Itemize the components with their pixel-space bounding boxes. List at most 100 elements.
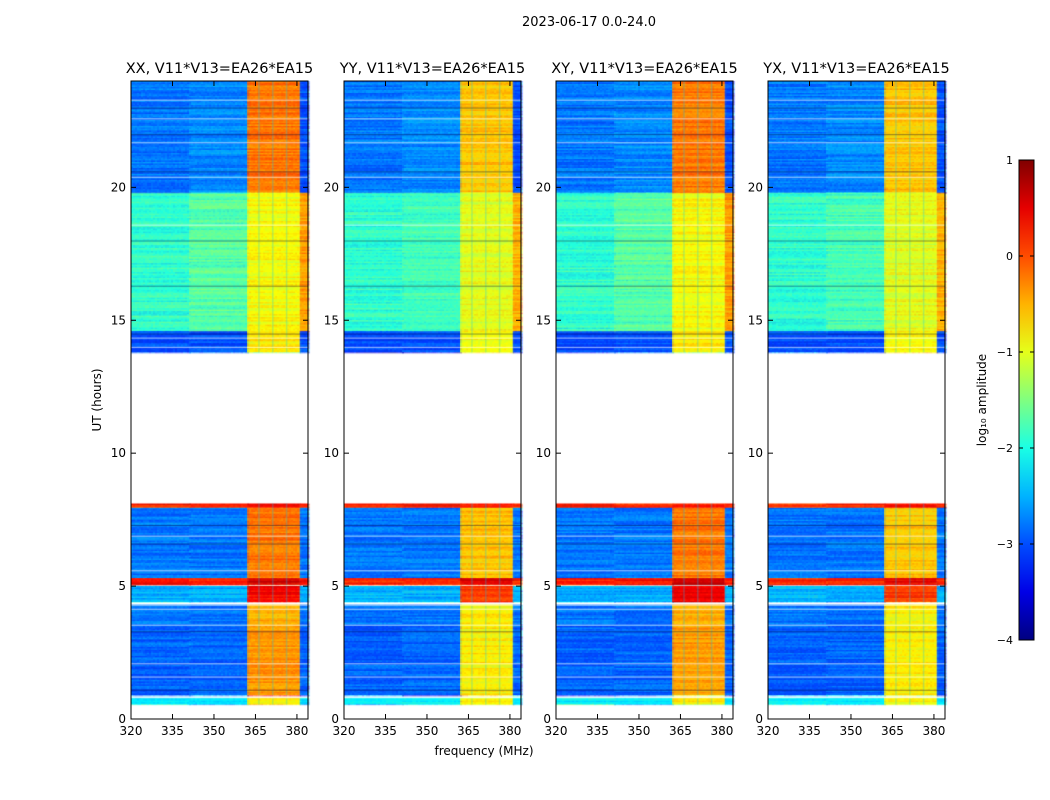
- colorbar-tick-label: −2: [997, 442, 1013, 455]
- heatmap-cell: [556, 586, 615, 603]
- heatmap-cell: [614, 578, 673, 585]
- panel-title: XX, V11*V13=EA26*EA15: [126, 61, 314, 77]
- heatmap-cell: [402, 507, 461, 579]
- x-tick-label: 320: [757, 724, 780, 738]
- y-tick-label: 5: [755, 579, 763, 593]
- heatmap-cell: [402, 578, 461, 585]
- heatmap-cell: [247, 330, 300, 353]
- heatmap-cell: [512, 81, 521, 193]
- heatmap-cell: [402, 81, 461, 193]
- y-tick-label: 10: [536, 446, 551, 460]
- panel-yy: YY, V11*V13=EA26*EA15 320 335 350 365 380 0 5 10…: [324, 61, 525, 738]
- x-tick-label: 335: [374, 724, 397, 738]
- heatmap-cell: [768, 604, 827, 626]
- heatmap-cell: [189, 578, 248, 585]
- heatmap-cell: [936, 81, 945, 193]
- heatmap-cell: [672, 697, 725, 705]
- heatmap-cell: [724, 330, 733, 353]
- heatmap-cell: [344, 697, 403, 705]
- panel-title: YX, V11*V13=EA26*EA15: [762, 61, 949, 77]
- colorbar: 1 0 −1 −2 −3 −4: [997, 154, 1035, 647]
- x-tick-label: 350: [416, 724, 439, 738]
- colorbar-tick-label: −1: [997, 346, 1013, 359]
- y-tick-label: 0: [755, 712, 763, 726]
- heatmap-cell: [344, 625, 403, 696]
- heatmap-cell: [672, 81, 725, 193]
- heatmap-cell: [299, 330, 308, 353]
- heatmap-cell: [512, 578, 521, 585]
- heatmap-cell: [512, 192, 521, 331]
- heatmap-cell: [556, 697, 615, 705]
- heatmap-cell: [299, 697, 308, 705]
- heatmap-cell: [247, 192, 300, 331]
- colorbar-label: log₁₀ amplitude: [975, 354, 989, 446]
- heatmap-cell: [672, 503, 725, 508]
- heatmap-cell: [512, 697, 521, 705]
- heatmap-cell: [460, 697, 513, 705]
- heatmap-cell: [614, 330, 673, 353]
- x-tick-label: 335: [586, 724, 609, 738]
- heatmap-cell: [460, 586, 513, 603]
- panel-title: YY, V11*V13=EA26*EA15: [339, 61, 525, 77]
- heatmap-cell: [299, 81, 308, 193]
- heatmap-cell: [131, 503, 190, 508]
- heatmap-cell: [614, 503, 673, 508]
- heatmap-cell: [936, 507, 945, 579]
- x-tick-label: 350: [203, 724, 226, 738]
- y-tick-label: 0: [543, 712, 551, 726]
- y-tick-label: 5: [118, 579, 126, 593]
- heatmap-cell: [299, 604, 308, 626]
- heatmap-cell: [672, 507, 725, 579]
- heatmap-cell: [460, 507, 513, 579]
- heatmap-cell: [131, 604, 190, 626]
- x-tick-label: 350: [628, 724, 651, 738]
- heatmap-cell: [299, 503, 308, 508]
- heatmap-cell: [402, 697, 461, 705]
- heatmap-cell: [247, 507, 300, 579]
- y-tick-label: 15: [748, 313, 763, 327]
- heatmap-cell: [884, 330, 937, 353]
- heatmap-cell: [614, 586, 673, 603]
- heatmap-cell: [460, 604, 513, 626]
- heatmap-cell: [826, 586, 885, 603]
- heatmap-cell: [512, 503, 521, 508]
- heatmap-cell: [936, 586, 945, 603]
- heatmap-cell: [826, 330, 885, 353]
- heatmap-cell: [131, 586, 190, 603]
- heatmap-cell: [299, 625, 308, 696]
- heatmap-cell: [247, 697, 300, 705]
- heatmap-cell: [299, 192, 308, 331]
- heatmap-cell: [884, 503, 937, 508]
- heatmap-cell: [724, 81, 733, 193]
- heatmap-cell: [826, 604, 885, 626]
- heatmap-cell: [884, 625, 937, 696]
- heatmap-cell: [512, 586, 521, 603]
- colorbar-gradient: [1018, 159, 1035, 641]
- plot-frame: [343, 80, 522, 720]
- y-tick-label: 10: [111, 446, 126, 460]
- heatmap-cell: [556, 625, 615, 696]
- heatmap-cell: [724, 578, 733, 585]
- heatmap-cell: [826, 507, 885, 579]
- heatmap-cell: [460, 192, 513, 331]
- x-axis-label: frequency (MHz): [434, 744, 533, 758]
- panel-title: XY, V11*V13=EA26*EA15: [551, 61, 737, 77]
- heatmap-cell: [556, 330, 615, 353]
- heatmap-cell: [884, 81, 937, 193]
- heatmap-cell: [344, 604, 403, 626]
- heatmap-cell: [247, 81, 300, 193]
- x-tick-label: 365: [244, 724, 267, 738]
- heatmap-cell: [247, 578, 300, 585]
- heatmap-cell: [826, 578, 885, 585]
- heatmap-cell: [460, 625, 513, 696]
- y-tick-label: 10: [748, 446, 763, 460]
- heatmap-cell: [247, 604, 300, 626]
- heatmap-cell: [884, 604, 937, 626]
- heatmap-cell: [768, 507, 827, 579]
- heatmap-cell: [344, 503, 403, 508]
- y-tick-label: 0: [118, 712, 126, 726]
- heatmap-cell: [768, 192, 827, 331]
- heatmap-cell: [936, 604, 945, 626]
- heatmap-cell: [826, 697, 885, 705]
